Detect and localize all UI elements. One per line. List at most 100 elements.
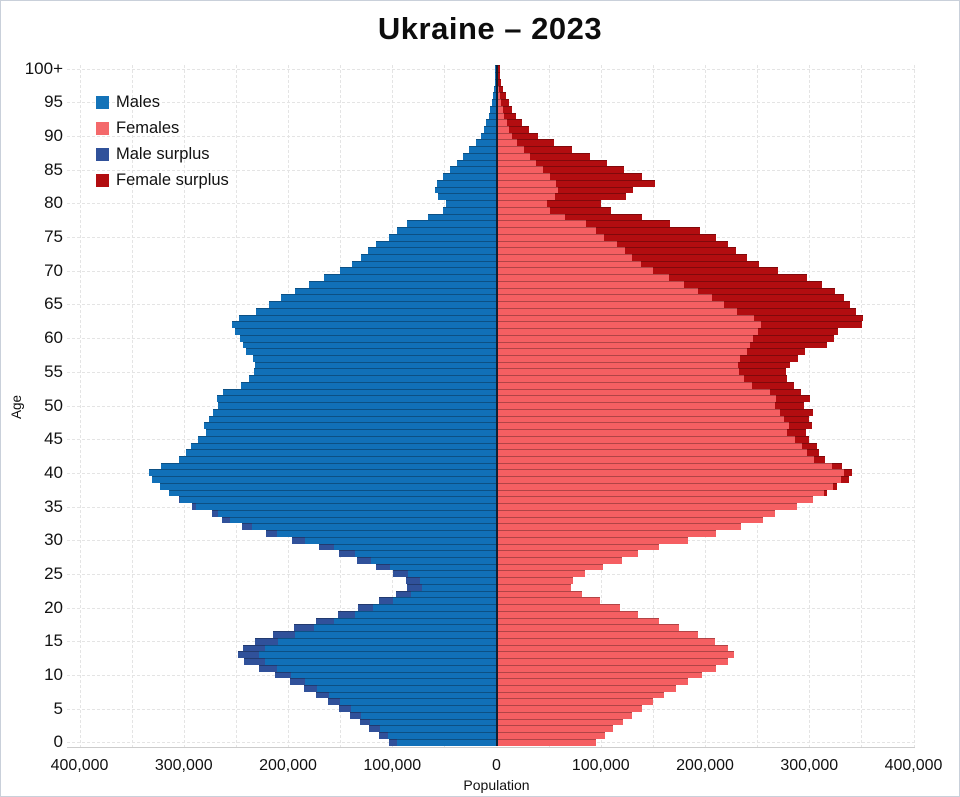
male-bar <box>456 159 497 167</box>
male-bar <box>393 570 497 578</box>
female-surplus-bar <box>840 476 849 483</box>
female-bar <box>496 280 822 288</box>
male-bar <box>192 503 497 510</box>
y-tick-label: 35 <box>44 496 63 516</box>
male-bar <box>339 550 497 558</box>
female-surplus-bar <box>529 152 591 160</box>
h-gridline <box>67 68 915 70</box>
y-tick-label: 45 <box>44 429 63 449</box>
female-bar <box>496 624 679 632</box>
female-bar <box>496 664 717 672</box>
female-surplus-bar <box>843 469 852 477</box>
male-surplus-bar <box>338 610 355 618</box>
male-surplus-bar <box>357 604 374 611</box>
male-bar <box>218 402 497 409</box>
male-bar <box>389 738 497 746</box>
female-bar <box>496 718 623 726</box>
v-gridline <box>809 65 811 748</box>
male-bar <box>397 227 497 234</box>
male-bar <box>295 287 497 295</box>
female-bar <box>496 462 842 470</box>
male-surplus-bar <box>303 684 318 692</box>
male-bar <box>240 334 497 342</box>
y-tick-label: 75 <box>44 227 63 247</box>
male-bar <box>237 651 497 659</box>
female-bar <box>496 698 653 706</box>
female-surplus-bar <box>509 126 529 133</box>
male-bar <box>368 247 497 254</box>
female-surplus-bar <box>586 220 670 228</box>
legend-item: Females <box>96 115 229 141</box>
y-tick-label: 25 <box>44 563 63 583</box>
y-tick-label: 30 <box>44 530 63 550</box>
female-bar <box>496 691 665 699</box>
male-bar <box>160 462 497 470</box>
male-bar <box>351 260 497 268</box>
female-surplus-bar <box>752 334 835 342</box>
male-bar <box>389 233 497 241</box>
female-bar <box>496 294 844 302</box>
male-bar <box>316 617 497 625</box>
female-surplus-bar <box>832 462 842 470</box>
male-surplus-bar <box>405 577 421 584</box>
male-surplus-bar <box>375 563 391 571</box>
female-bar <box>496 65 500 73</box>
male-bar <box>359 718 497 726</box>
male-bar <box>249 375 497 382</box>
x-tick-label: 0 <box>492 757 501 774</box>
male-bar <box>211 509 497 517</box>
female-surplus-bar <box>502 105 513 113</box>
y-tick-label: 85 <box>44 159 63 179</box>
y-tick-label: 80 <box>44 193 63 213</box>
female-bar <box>496 274 808 281</box>
male-bar <box>208 415 497 423</box>
female-bar <box>496 429 807 436</box>
female-bar <box>496 711 633 719</box>
female-bar <box>496 253 747 261</box>
female-surplus-bar <box>723 301 850 308</box>
male-bar <box>434 186 497 194</box>
legend-label: Females <box>116 118 180 137</box>
legend-swatch-icon <box>96 147 109 161</box>
female-surplus-bar <box>499 85 504 93</box>
x-tick-label: 400,000 <box>50 757 109 774</box>
male-bar <box>191 442 497 450</box>
female-surplus-bar <box>697 287 836 295</box>
female-surplus-bar <box>789 422 813 430</box>
male-bar <box>443 206 497 214</box>
male-surplus-bar <box>339 705 351 712</box>
y-tick-label: 40 <box>44 462 63 482</box>
female-bar <box>496 557 622 564</box>
male-bar <box>252 354 497 362</box>
male-surplus-bar <box>349 711 361 719</box>
female-bar <box>496 334 835 342</box>
female-surplus-bar <box>801 442 817 450</box>
female-bar <box>496 476 849 483</box>
female-surplus-bar <box>712 294 844 302</box>
male-bar <box>378 597 497 605</box>
y-tick-label: 55 <box>44 361 63 381</box>
male-bar <box>324 274 497 281</box>
male-surplus-bar <box>290 678 305 685</box>
male-surplus-bar <box>254 637 278 645</box>
legend-item: Males <box>96 89 229 115</box>
male-bar <box>480 132 497 140</box>
female-surplus-bar <box>543 166 624 174</box>
male-surplus-bar <box>275 671 292 679</box>
male-bar <box>490 105 497 113</box>
female-surplus-bar <box>546 200 601 207</box>
female-surplus-bar <box>498 65 500 73</box>
female-surplus-bar <box>740 354 798 362</box>
female-bar <box>496 597 600 605</box>
female-surplus-bar <box>823 489 827 497</box>
male-bar <box>222 516 497 524</box>
v-gridline <box>913 65 915 748</box>
male-surplus-bar <box>327 698 341 706</box>
x-tick-label: 200,000 <box>676 757 734 774</box>
female-bar <box>496 550 639 558</box>
female-bar <box>496 684 676 692</box>
female-surplus-bar <box>784 415 810 423</box>
female-surplus-bar <box>565 213 643 221</box>
male-surplus-bar <box>378 732 389 739</box>
